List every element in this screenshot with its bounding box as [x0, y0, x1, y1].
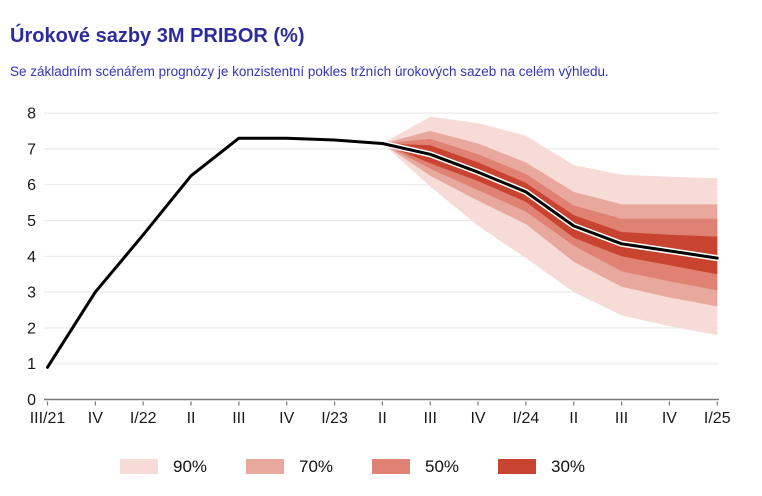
y-axis-label-2: 2: [27, 320, 36, 337]
legend-label-70: 70%: [299, 456, 334, 476]
x-axis-label-0: III/21: [30, 410, 66, 427]
y-axis-label-8: 8: [27, 106, 36, 123]
chart-title: Úrokové sazby 3M PRIBOR (%): [10, 25, 305, 48]
y-axis-label-5: 5: [27, 213, 36, 230]
legend-label-50: 50%: [425, 456, 460, 476]
legend-item-30: 30%: [498, 458, 624, 475]
legend-label-30: 30%: [551, 456, 586, 476]
x-axis-label-6: I/23: [321, 410, 348, 427]
legend-swatch-70: [246, 458, 284, 474]
y-axis-label-1: 1: [27, 356, 36, 373]
x-axis-label-12: III: [615, 410, 628, 427]
x-axis-label-10: I/24: [513, 410, 540, 427]
x-axis-label-2: I/22: [130, 410, 157, 427]
legend-label-90: 90%: [173, 456, 208, 476]
x-axis-label-7: II: [378, 410, 387, 427]
x-axis-label-9: IV: [470, 410, 485, 427]
x-axis-label-4: III: [232, 410, 245, 427]
legend-item-90: 90%: [120, 458, 246, 475]
legend-item-50: 50%: [372, 458, 498, 475]
x-axis-label-1: IV: [88, 410, 103, 427]
y-axis-label-0: 0: [27, 392, 36, 409]
legend-item-70: 70%: [246, 458, 372, 475]
legend-swatch-50: [372, 458, 410, 474]
x-axis-label-14: I/25: [704, 410, 731, 427]
y-axis-label-6: 6: [27, 177, 36, 194]
legend-swatch-30: [498, 458, 536, 474]
x-axis-label-8: III: [424, 410, 437, 427]
y-axis-label-7: 7: [27, 141, 36, 158]
y-axis-label-4: 4: [27, 249, 36, 266]
chart-legend: 90% 70% 50% 30%: [0, 451, 762, 481]
chart-subtitle: Se základním scénářem prognózy je konzis…: [10, 63, 609, 79]
series-line-3m-pribor: [46, 136, 719, 369]
x-axis-label-5: IV: [279, 410, 294, 427]
legend-swatch-90: [120, 458, 158, 474]
x-axis-label-3: II: [187, 410, 196, 427]
pribor-fan-chart: 0 1 2 3 4 5 6 7 8 III/21 IV I/22 II III IV I/23 II III IV I…: [0, 90, 762, 440]
x-axis-label-11: II: [569, 410, 578, 427]
y-axis-label-3: 3: [27, 285, 36, 302]
x-axis-label-13: IV: [662, 410, 677, 427]
